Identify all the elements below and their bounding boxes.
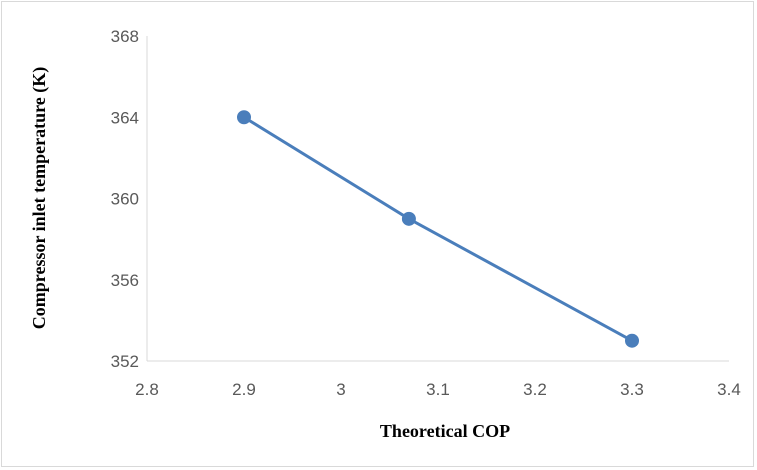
x-axis-title: Theoretical COP: [380, 421, 510, 441]
y-axis-title: Compressor inlet temperature (K): [29, 67, 50, 329]
x-tick-labels: 2.8 2.9 3 3.1 3.2 3.3 3.4: [135, 380, 741, 399]
x-tick-label: 2.8: [135, 380, 159, 399]
y-tick-labels: 352 356 360 364 368: [111, 27, 139, 371]
series-line: [243, 115, 633, 343]
data-point: [401, 211, 416, 226]
chart-axes: [146, 36, 729, 362]
y-tick-label: 368: [111, 27, 139, 46]
data-point: [237, 110, 251, 125]
data-point: [625, 333, 639, 348]
x-tick-label: 3: [336, 380, 345, 399]
x-tick-label: 3.1: [426, 380, 450, 399]
x-tick-label: 3.3: [620, 380, 644, 399]
x-tick-label: 3.4: [717, 380, 741, 399]
series-group: [237, 110, 639, 348]
y-tick-label: 360: [111, 190, 139, 209]
y-tick-label: 364: [111, 108, 139, 127]
x-tick-label: 2.9: [232, 380, 256, 399]
y-tick-label: 352: [111, 352, 139, 371]
x-tick-label: 3.2: [523, 380, 547, 399]
y-tick-label: 356: [111, 271, 139, 290]
